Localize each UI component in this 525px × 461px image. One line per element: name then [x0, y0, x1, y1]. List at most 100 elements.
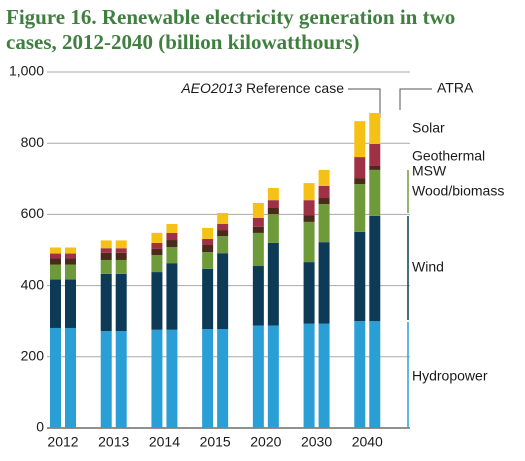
bar-segment [369, 215, 381, 322]
bar-segment [100, 259, 112, 274]
bar-segment [166, 263, 178, 330]
bar-segment [202, 245, 214, 253]
bar-segment [252, 217, 264, 227]
bar-segment [303, 200, 315, 216]
legend-label: Solar [412, 120, 445, 136]
bar-segment [115, 240, 127, 249]
bar-segment [166, 232, 178, 241]
bar-segment [115, 252, 127, 260]
x-tick-label: 2014 [149, 434, 180, 450]
bar-segment [267, 214, 279, 243]
bar-segment [369, 321, 381, 428]
bar-segment [267, 200, 279, 208]
y-tick-label: 200 [21, 348, 45, 364]
bar-segment [252, 226, 264, 233]
bar-segment [50, 258, 61, 265]
bar-segment [252, 266, 264, 326]
bar-segment [100, 273, 112, 332]
bar-segment [65, 264, 76, 280]
y-tick-label: 1,000 [9, 63, 44, 79]
bar-segment [303, 183, 315, 201]
bar-segment [303, 323, 315, 428]
bar-segment [151, 242, 163, 249]
bar-segment [115, 273, 127, 332]
y-tick-label: 800 [21, 134, 45, 150]
legend-label: Geothermal [412, 148, 485, 164]
bar-segment [354, 231, 366, 322]
x-tick-label: 2015 [200, 434, 231, 450]
bar-segment [166, 240, 178, 248]
bar-segment [303, 215, 315, 222]
bar-segment [369, 112, 381, 144]
bar-segment [267, 242, 279, 326]
x-tick-label: 2040 [352, 434, 383, 450]
bar-segment [115, 259, 127, 274]
bar-segment [100, 252, 112, 260]
bar-segment [318, 169, 330, 186]
bar-segment [318, 323, 330, 428]
x-tick-label: 2013 [98, 434, 129, 450]
bar-segment [354, 121, 366, 158]
chart-title: cases, 2012-2040 (billion kilowatthours) [6, 30, 360, 54]
bar-segment [369, 165, 381, 170]
legend-label: Wood/biomass [412, 183, 504, 199]
bar-segment [115, 331, 127, 428]
y-tick-label: 0 [36, 419, 44, 435]
legend-label: Wind [412, 259, 444, 275]
bar-segment [202, 238, 214, 246]
bar-segment [50, 247, 61, 254]
chart-title: Figure 16. Renewable electricity generat… [6, 5, 455, 29]
bar-segment [151, 254, 163, 273]
annotation-text: Reference case [246, 80, 344, 96]
bar-segment [50, 279, 61, 328]
bar-segment [202, 329, 214, 428]
bar-segment [267, 325, 279, 428]
bar-segment [151, 232, 163, 243]
annotation: AEO2013 Reference case [180, 80, 344, 96]
bar-segment [100, 248, 112, 253]
bar-segment [267, 207, 279, 215]
bar-segment [65, 253, 76, 259]
bar-segment [50, 327, 61, 428]
annotation-line [399, 88, 432, 110]
bar-segment [115, 248, 127, 253]
bar-segment [369, 143, 381, 166]
bar-segment [354, 178, 366, 185]
bar-segment [50, 253, 61, 259]
bar-segment [166, 329, 178, 428]
bar-segment [217, 253, 229, 330]
annotation: ATRA [437, 80, 474, 96]
bar-segment [217, 224, 229, 231]
bar-segment [354, 184, 366, 232]
x-tick-label: 2030 [301, 434, 332, 450]
bar-segment [303, 262, 315, 324]
bar-segment [65, 247, 76, 254]
bar-segment [151, 248, 163, 255]
bar-segment [65, 327, 76, 428]
bar-segment [217, 212, 229, 225]
bar-segment [252, 203, 264, 218]
bar-segment [202, 227, 214, 239]
bar-segment [354, 321, 366, 428]
bar-segment [217, 329, 229, 428]
annotation-italic: AEO2013 [180, 80, 242, 96]
bar-segment [166, 224, 178, 233]
y-tick-label: 600 [21, 205, 45, 221]
bar-segment [217, 230, 229, 237]
x-tick-label: 2020 [250, 434, 281, 450]
bar-segment [267, 188, 279, 201]
bar-segment [217, 236, 229, 254]
bar-segment [303, 221, 315, 263]
legend-label: MSW [412, 163, 447, 179]
bar-segment [65, 279, 76, 328]
bar-segment [100, 240, 112, 249]
annotation-line [348, 88, 381, 118]
bar-segment [252, 232, 264, 267]
bar-segment [50, 264, 61, 280]
bar-segment [354, 157, 366, 179]
legend-label: Hydropower [412, 368, 488, 384]
y-tick-label: 400 [21, 276, 45, 292]
bar-segment [369, 169, 381, 216]
bar-segment [318, 185, 330, 199]
